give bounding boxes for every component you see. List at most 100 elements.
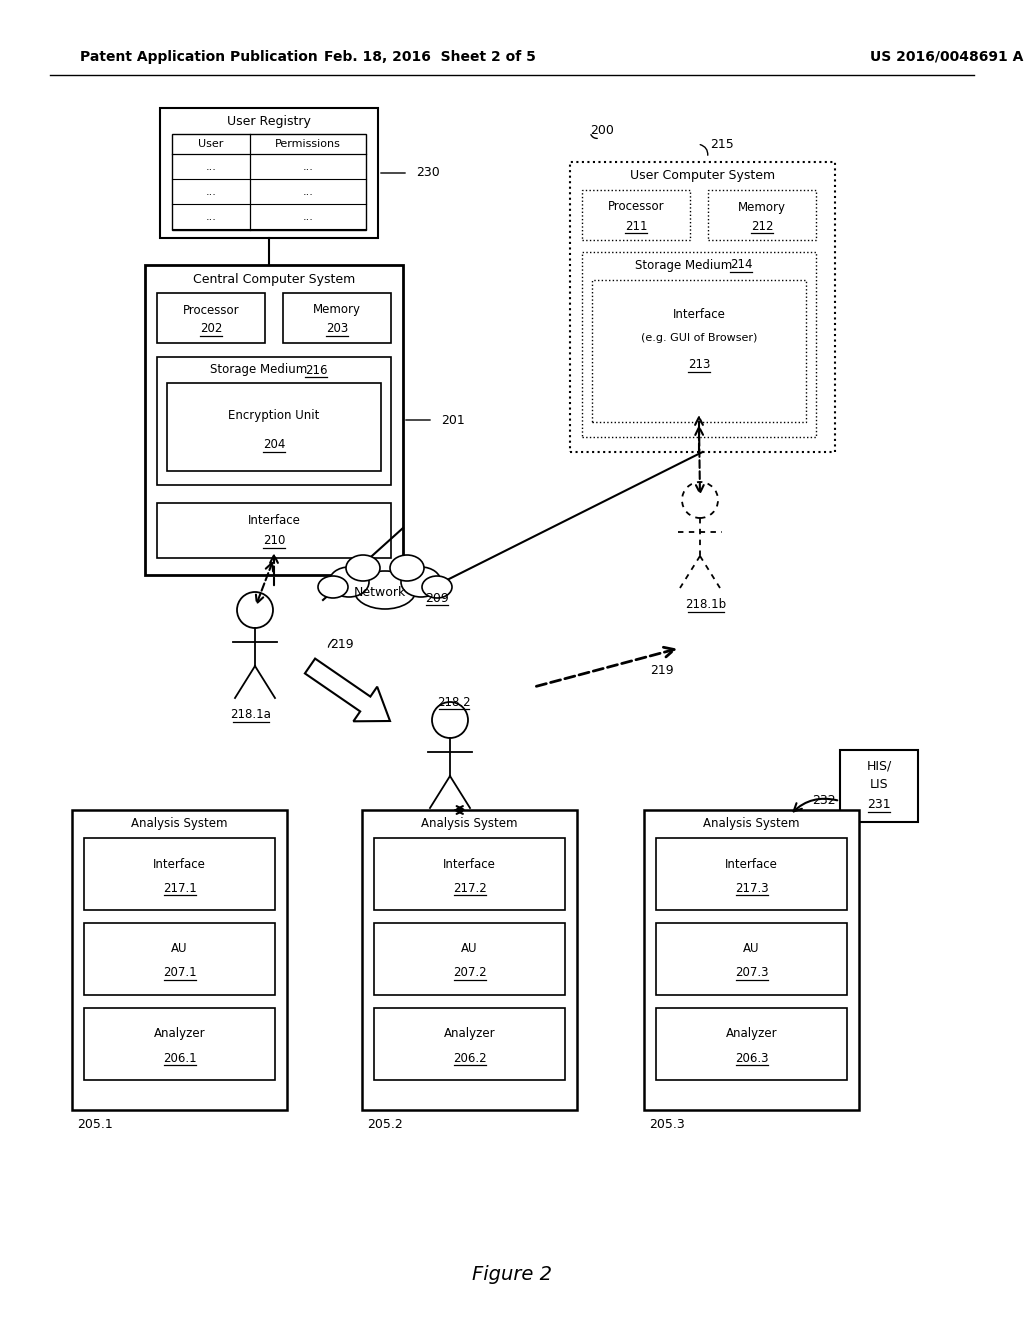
Bar — [145, 265, 403, 576]
Text: 230: 230 — [416, 166, 439, 180]
Text: Patent Application Publication: Patent Application Publication — [80, 50, 317, 63]
Text: Central Computer System: Central Computer System — [193, 272, 355, 285]
Text: 212: 212 — [751, 219, 773, 232]
Ellipse shape — [422, 576, 452, 598]
Bar — [283, 293, 391, 343]
Text: 211: 211 — [625, 219, 647, 232]
Text: Interface: Interface — [673, 309, 725, 322]
Bar — [374, 923, 565, 995]
Text: Analysis System: Analysis System — [703, 817, 800, 830]
Text: Analyzer: Analyzer — [726, 1027, 777, 1040]
Text: 219: 219 — [330, 639, 353, 652]
Text: US 2016/0048691 A1: US 2016/0048691 A1 — [870, 50, 1024, 63]
Text: Encryption Unit: Encryption Unit — [228, 408, 319, 421]
Text: Processor: Processor — [182, 304, 240, 317]
Text: ...: ... — [206, 162, 216, 172]
Text: Network: Network — [354, 586, 407, 598]
Text: ...: ... — [302, 187, 313, 197]
Bar — [656, 838, 847, 909]
Bar — [570, 162, 835, 451]
Text: ...: ... — [302, 213, 313, 222]
Bar — [157, 293, 265, 343]
Text: 217.3: 217.3 — [734, 882, 768, 895]
Text: Figure 2: Figure 2 — [472, 1266, 552, 1284]
Text: Feb. 18, 2016  Sheet 2 of 5: Feb. 18, 2016 Sheet 2 of 5 — [324, 50, 536, 63]
Text: User Registry: User Registry — [227, 116, 311, 128]
Text: 206.3: 206.3 — [735, 1052, 768, 1064]
Text: Interface: Interface — [443, 858, 496, 870]
Text: ...: ... — [206, 187, 216, 197]
FancyArrow shape — [305, 659, 390, 721]
Bar — [656, 923, 847, 995]
Text: Memory: Memory — [738, 201, 786, 214]
Text: Analysis System: Analysis System — [421, 817, 518, 830]
Text: 219: 219 — [650, 664, 674, 676]
Text: 205.1: 205.1 — [77, 1118, 113, 1130]
Bar — [592, 280, 806, 422]
Text: Storage Medium: Storage Medium — [635, 259, 732, 272]
Text: 202: 202 — [200, 322, 222, 335]
Bar — [374, 1008, 565, 1080]
Ellipse shape — [401, 568, 441, 597]
Ellipse shape — [390, 554, 424, 581]
Text: 206.1: 206.1 — [163, 1052, 197, 1064]
Text: User: User — [198, 139, 223, 149]
Text: 210: 210 — [263, 535, 286, 548]
Ellipse shape — [318, 576, 348, 598]
Text: 218.1a: 218.1a — [230, 709, 271, 722]
Text: HIS/: HIS/ — [866, 759, 892, 772]
Text: Interface: Interface — [153, 858, 206, 870]
Text: (e.g. GUI of Browser): (e.g. GUI of Browser) — [641, 333, 757, 343]
Bar — [157, 503, 391, 558]
Bar — [172, 135, 366, 230]
Bar — [708, 190, 816, 240]
Text: 218.1b: 218.1b — [685, 598, 727, 611]
Text: Storage Medium: Storage Medium — [210, 363, 307, 376]
Text: Analyzer: Analyzer — [443, 1027, 496, 1040]
Bar — [160, 108, 378, 238]
Text: Analysis System: Analysis System — [131, 817, 227, 830]
Text: 205.2: 205.2 — [367, 1118, 402, 1130]
Bar — [84, 1008, 275, 1080]
Text: 204: 204 — [263, 438, 286, 451]
Bar — [157, 356, 391, 484]
Text: 218.2: 218.2 — [437, 696, 471, 709]
Text: Memory: Memory — [313, 304, 361, 317]
Text: LIS: LIS — [869, 777, 888, 791]
Bar — [374, 838, 565, 909]
Bar — [167, 383, 381, 471]
Text: Analyzer: Analyzer — [154, 1027, 206, 1040]
Text: 207.3: 207.3 — [735, 966, 768, 979]
Ellipse shape — [354, 572, 416, 609]
Ellipse shape — [346, 554, 380, 581]
Text: 207.2: 207.2 — [453, 966, 486, 979]
Bar — [582, 190, 690, 240]
Text: 203: 203 — [326, 322, 348, 335]
Text: 205.3: 205.3 — [649, 1118, 685, 1130]
Text: 201: 201 — [441, 413, 465, 426]
Bar — [644, 810, 859, 1110]
Ellipse shape — [329, 568, 369, 597]
Text: 207.1: 207.1 — [163, 966, 197, 979]
Text: ...: ... — [302, 162, 313, 172]
Bar — [840, 750, 918, 822]
Bar — [84, 923, 275, 995]
Text: ...: ... — [206, 213, 216, 222]
Text: 232: 232 — [812, 793, 836, 807]
Text: 213: 213 — [688, 359, 711, 371]
Text: 217.1: 217.1 — [163, 882, 197, 895]
Text: 216: 216 — [305, 363, 328, 376]
Text: Permissions: Permissions — [274, 139, 341, 149]
Text: 209: 209 — [425, 591, 449, 605]
Text: 200: 200 — [590, 124, 613, 136]
Text: User Computer System: User Computer System — [630, 169, 775, 182]
Text: Interface: Interface — [248, 513, 300, 527]
Bar — [72, 810, 287, 1110]
Text: Interface: Interface — [725, 858, 778, 870]
Text: AU: AU — [171, 942, 187, 956]
Text: AU: AU — [461, 942, 478, 956]
Text: AU: AU — [743, 942, 760, 956]
Text: 217.2: 217.2 — [453, 882, 486, 895]
Text: 214: 214 — [730, 259, 753, 272]
Bar — [362, 810, 577, 1110]
